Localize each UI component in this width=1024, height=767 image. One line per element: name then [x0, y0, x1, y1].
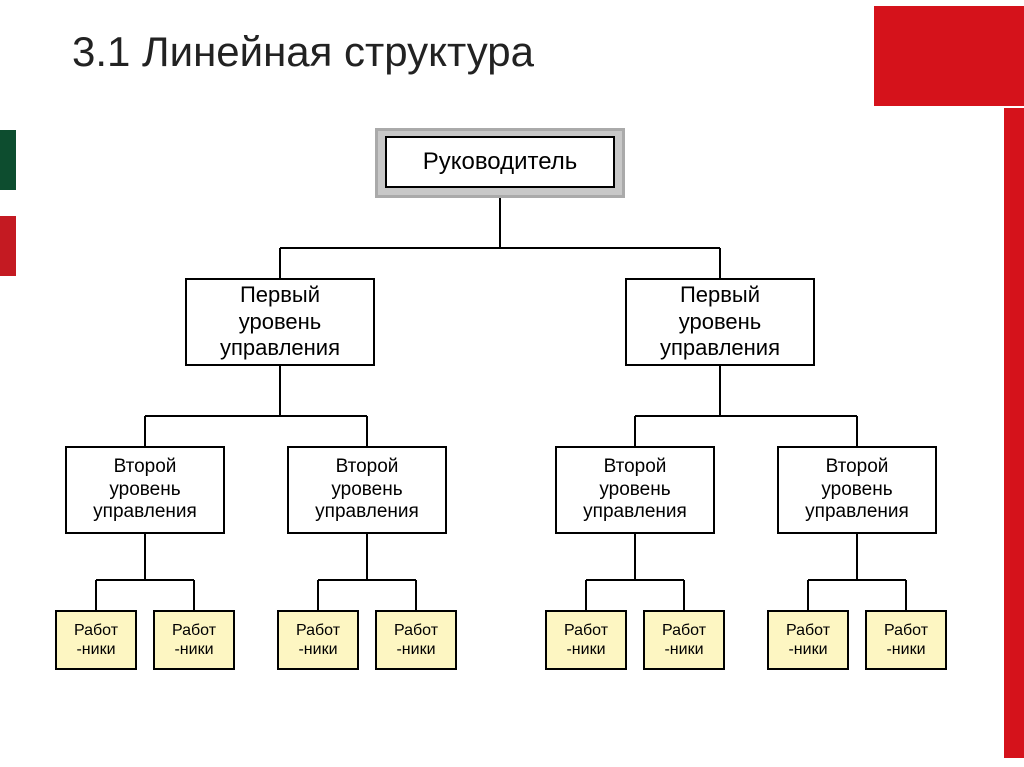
level1-node-0: Первый уровень управления [185, 278, 375, 366]
slide-title: 3.1 Линейная структура [72, 28, 534, 76]
worker-node-1: Работ -ники [153, 610, 235, 670]
decor-red-top [874, 6, 1024, 106]
level2-node-1: Второй уровень управления [287, 446, 447, 534]
level1-node-1: Первый уровень управления [625, 278, 815, 366]
root-label: Руководитель [423, 148, 578, 176]
worker-node-5: Работ -ники [643, 610, 725, 670]
level2-node-3: Второй уровень управления [777, 446, 937, 534]
worker-node-0: Работ -ники [55, 610, 137, 670]
org-chart: Руководитель Первый уровень управления Пе… [35, 120, 985, 740]
worker-node-4: Работ -ники [545, 610, 627, 670]
level2-node-0: Второй уровень управления [65, 446, 225, 534]
decor-green-strip [0, 130, 16, 190]
worker-node-2: Работ -ники [277, 610, 359, 670]
worker-node-6: Работ -ники [767, 610, 849, 670]
worker-node-7: Работ -ники [865, 610, 947, 670]
worker-node-3: Работ -ники [375, 610, 457, 670]
decor-red-strip [0, 216, 16, 276]
decor-red-side [1004, 108, 1024, 758]
level2-node-2: Второй уровень управления [555, 446, 715, 534]
root-node: Руководитель [385, 136, 615, 188]
